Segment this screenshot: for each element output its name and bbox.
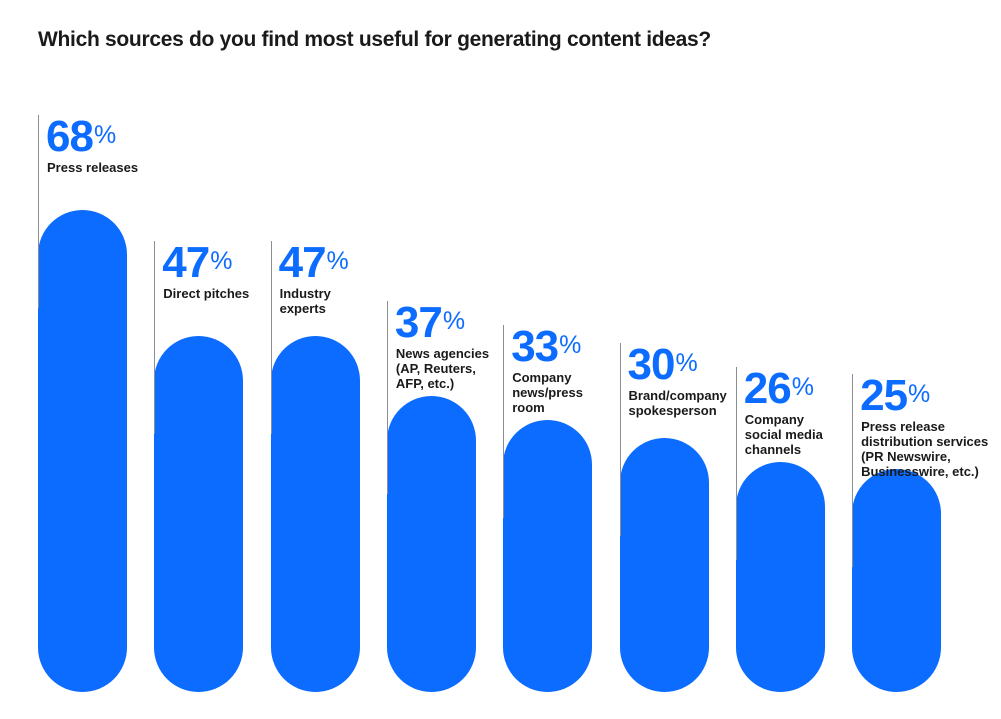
category-label: Company news/press room: [512, 370, 584, 416]
data-label: 25%: [860, 373, 930, 417]
category-label: Company social media channels: [744, 412, 823, 458]
bar: [270, 336, 360, 692]
data-label-unit: %: [326, 247, 349, 276]
data-label: 26%: [744, 367, 814, 411]
data-label-unit: %: [442, 307, 465, 336]
data-label-unit: %: [210, 247, 232, 276]
leader-line: [270, 241, 272, 435]
data-label: 47%: [279, 241, 349, 285]
bar: [503, 420, 593, 692]
data-label-value: 33: [511, 322, 559, 372]
data-label-value: 37: [394, 298, 443, 348]
leader-line: [503, 325, 505, 519]
category-label: Brand/company spokesperson: [628, 388, 727, 419]
data-label-value: 26: [743, 364, 792, 414]
data-label-unit: %: [791, 373, 814, 402]
data-label-unit: %: [559, 331, 581, 360]
category-label: Direct pitches: [163, 286, 250, 302]
bar: [386, 396, 476, 692]
category-label: Industry experts: [279, 286, 331, 317]
leader-line: [735, 367, 737, 561]
leader-line: [38, 114, 39, 308]
data-label: 37%: [395, 301, 465, 345]
category-label: News agencies (AP, Reuters, AFP, etc.): [395, 346, 490, 392]
bar: [38, 209, 127, 692]
chart-title: Which sources do you find most useful fo…: [38, 28, 711, 51]
data-label: 30%: [628, 343, 698, 387]
bar: [852, 468, 942, 692]
data-label-value: 47: [278, 238, 327, 288]
leader-line: [619, 343, 621, 537]
bar: [735, 462, 825, 692]
bar: [154, 336, 244, 692]
data-label-value: 25: [860, 370, 908, 420]
data-label: 33%: [511, 325, 581, 369]
data-label-unit: %: [93, 120, 116, 149]
data-label: 47%: [162, 241, 232, 285]
data-label-unit: %: [675, 349, 697, 378]
bar: [619, 438, 709, 692]
data-label-unit: %: [908, 379, 930, 408]
data-label-value: 68: [46, 111, 94, 161]
leader-line: [154, 241, 156, 435]
data-label: 68%: [46, 114, 116, 158]
leader-line: [386, 301, 388, 495]
category-label: Press release distribution services (PR …: [861, 418, 989, 479]
category-label: Press releases: [47, 159, 139, 175]
data-label-value: 30: [627, 340, 676, 390]
leader-line: [852, 373, 854, 567]
data-label-value: 47: [162, 238, 210, 288]
